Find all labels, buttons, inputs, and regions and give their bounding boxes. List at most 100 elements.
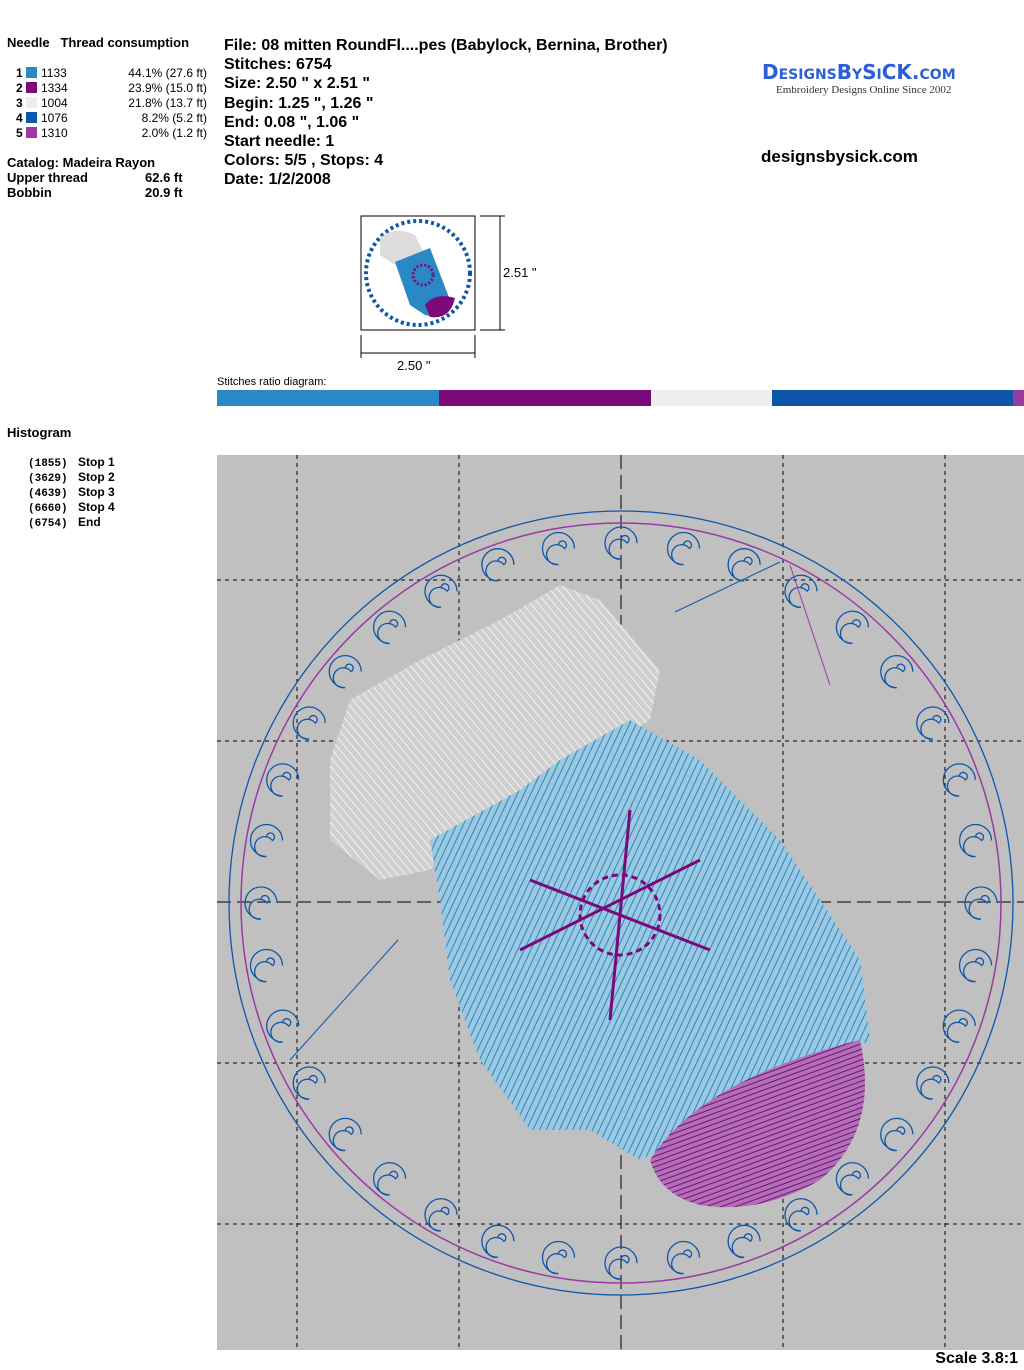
thread-row: 4 1076 8.2% (5.2 ft) [16,110,207,125]
thread-consumption-label: Thread consumption [60,35,190,50]
scallop-curl [244,886,278,920]
scallop-curl [916,1066,950,1100]
stop-count: (1855) [28,458,68,470]
thread-code: 1076 [41,110,68,125]
stop-count: (6754) [28,518,68,530]
histogram-stop: (6660) Stop 4 [28,500,115,515]
colors-stops: Colors: 5/5 , Stops: 4 [224,152,384,170]
scallop-curl [666,531,701,566]
stop-count: (4639) [28,488,68,500]
ratio-segment [1012,390,1024,406]
color-swatch [26,127,37,138]
design-preview [217,455,1024,1350]
scallop-ring [228,510,1014,1296]
thread-code: 1334 [41,80,68,95]
scallop-curl [604,526,638,560]
scallop-curl [481,548,515,582]
scallop-curl [916,706,950,740]
stop-label: Stop 2 [78,470,115,484]
mitten-body [430,720,870,1160]
start-needle: Start needle: 1 [224,133,335,151]
scallop-curl [958,823,993,858]
scallop-curl [666,1240,701,1275]
mitten-tip [650,1040,865,1208]
ratio-label: Stitches ratio diagram: [217,376,327,388]
ratio-segment [772,390,1013,406]
thread-percentage: 21.8% (13.7 ft) [128,95,207,110]
scallop-curl [292,706,326,740]
scallop-curl [835,1162,870,1196]
date: Date: 1/2/2008 [224,171,331,189]
scallop-curl [266,1009,300,1043]
scallop-curl [249,948,284,983]
end-point: End: 0.08 ", 1.06 " [224,113,360,131]
histogram-title: Histogram [7,425,72,440]
needle-number: 5 [16,125,23,140]
needle-number: 1 [16,65,23,80]
design-info: File: 08 mitten RoundFl....pes (Babylock… [224,36,668,190]
stitch-count: Stitches: 6754 [224,56,332,74]
stop-label: Stop 4 [78,500,115,514]
scallop-curl [328,654,362,689]
scale-label: Scale 3.8:1 [935,1350,1018,1367]
scallop-curl [880,1117,914,1152]
stop-label: End [78,515,101,529]
file-name: File: 08 mitten RoundFl....pes (Babylock… [224,37,668,54]
upper-thread-label: Upper thread [7,170,88,185]
histogram-stop: (3629) Stop 2 [28,470,115,485]
ratio-segment [651,390,773,406]
needle-number: 4 [16,110,23,125]
logo-tagline: Embroidery Designs Online Since 2002 [776,84,952,96]
thread-percentage: 44.1% (27.6 ft) [128,65,207,80]
stop-label: Stop 1 [78,455,115,469]
scallop-curl [372,610,407,645]
begin-point: Begin: 1.25 ", 1.26 " [224,94,374,112]
bobbin-label: Bobbin [7,185,52,200]
histogram-stop: (4639) Stop 3 [28,485,115,500]
thumbnail-height: 2.51 " [503,265,537,280]
scallop-curl [727,1224,761,1259]
scallop-curl [249,823,284,858]
ratio-segment [217,390,439,406]
histogram-stop: (1855) Stop 1 [28,455,115,470]
scallop-curl [958,948,993,983]
thread-percentage: 2.0% (1.2 ft) [141,125,207,140]
logo-text: DesignsBySiCK.com [762,60,956,84]
thread-percentage: 8.2% (5.2 ft) [141,110,207,125]
scallop-curl [604,1246,638,1280]
scallop-curl [942,763,976,797]
thumbnail [360,215,505,358]
thread-percentage: 23.9% (15.0 ft) [128,80,207,95]
thumbnail-mitten-tip [425,296,455,318]
color-swatch [26,112,37,123]
scallop-curl [727,548,761,582]
catalog: Catalog: Madeira Rayon [7,155,156,170]
scallop-border [228,510,1014,1296]
stop-count: (3629) [28,473,68,485]
scallop-curl [964,886,998,920]
needle-header: Needle Thread consumption [7,35,189,50]
needle-label: Needle [7,35,50,50]
website-link[interactable]: designsbysick.com [761,147,918,166]
scallop-curl [481,1224,515,1259]
jump-stitch [289,939,399,1061]
ratio-segment [438,390,652,406]
scallop-curl [541,531,576,566]
thread-code: 1310 [41,125,68,140]
scallop-curl [784,574,818,609]
color-swatch [26,67,37,78]
scallop-curl [372,1162,407,1196]
scallop-curl [424,574,458,609]
scallop-curl [880,654,914,689]
scallop-curl [266,763,300,797]
jump-stitch [789,564,831,686]
scallop-curl [541,1240,576,1275]
snowflake [519,809,711,1021]
color-swatch [26,97,37,108]
logo: DesignsBySiCK.com Embroidery Designs Onl… [762,60,956,97]
thread-row: 5 1310 2.0% (1.2 ft) [16,125,207,140]
scallop-curl [942,1009,976,1043]
scallop-curl [328,1117,362,1152]
mitten-cuff [330,585,660,880]
color-swatch [26,82,37,93]
